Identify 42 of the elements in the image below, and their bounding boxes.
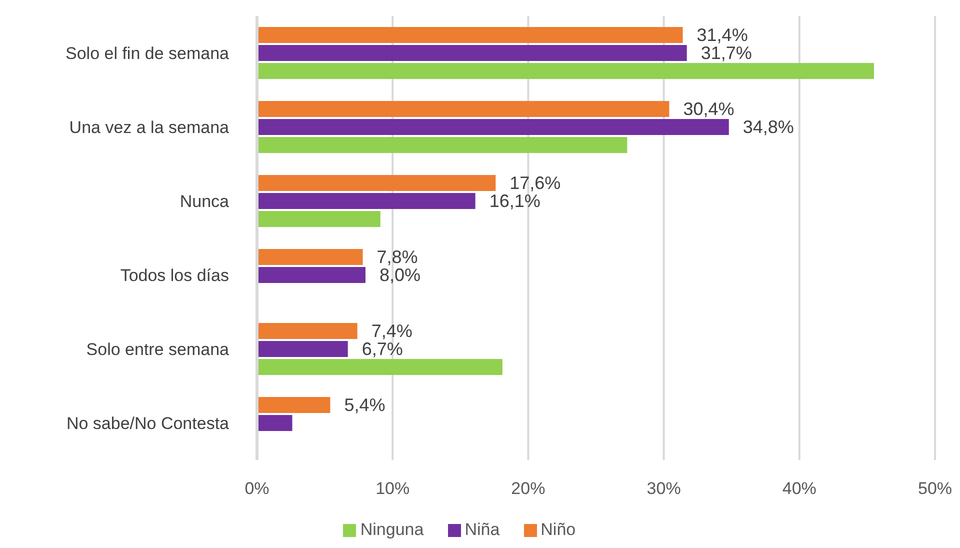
bar: [257, 211, 380, 227]
data-label: 16,1%: [489, 191, 540, 211]
x-tick-label: 40%: [782, 479, 816, 498]
x-tick-label: 20%: [511, 479, 546, 498]
x-tick-label: 30%: [646, 479, 681, 498]
x-tick-label: 0%: [244, 479, 270, 498]
y-tick-label: Una vez a la semana: [69, 118, 230, 138]
data-label: 7,8%: [376, 247, 418, 267]
data-label: 7,4%: [371, 321, 412, 341]
x-tick-label: 50%: [918, 479, 952, 498]
legend-label: Niño: [540, 520, 576, 539]
bar: [257, 119, 729, 135]
y-tick-label: Todos los días: [120, 266, 229, 286]
y-tick-label: Solo el fin de semana: [66, 44, 230, 64]
data-label: 31,4%: [696, 25, 748, 45]
legend-label: Ninguna: [360, 520, 424, 539]
data-label: 34,8%: [742, 117, 794, 137]
data-label: 5,4%: [344, 395, 386, 415]
y-tick-label: No sabe/No Contesta: [66, 414, 230, 434]
bar: [257, 249, 363, 265]
x-tick-label: 10%: [376, 479, 410, 498]
bar: [257, 137, 628, 153]
bar: [257, 359, 502, 375]
legend-label: Niña: [464, 520, 500, 539]
bar: [257, 415, 292, 431]
bar: [257, 101, 670, 117]
bar: [257, 45, 687, 61]
y-tick-label: Solo entre semana: [86, 340, 230, 360]
bar: [257, 267, 366, 283]
data-label: 6,7%: [362, 339, 403, 359]
data-label: 30,4%: [683, 99, 734, 119]
data-label: 8,0%: [379, 265, 421, 285]
data-label: 17,6%: [510, 173, 561, 193]
y-tick-label: Nunca: [180, 192, 230, 212]
bar: [257, 175, 496, 191]
bar: [257, 27, 683, 43]
bar: [257, 341, 348, 357]
bar: [257, 63, 874, 79]
bar: [257, 323, 358, 339]
data-label: 31,7%: [700, 43, 752, 63]
bar: [257, 397, 330, 413]
bar: [257, 193, 476, 209]
